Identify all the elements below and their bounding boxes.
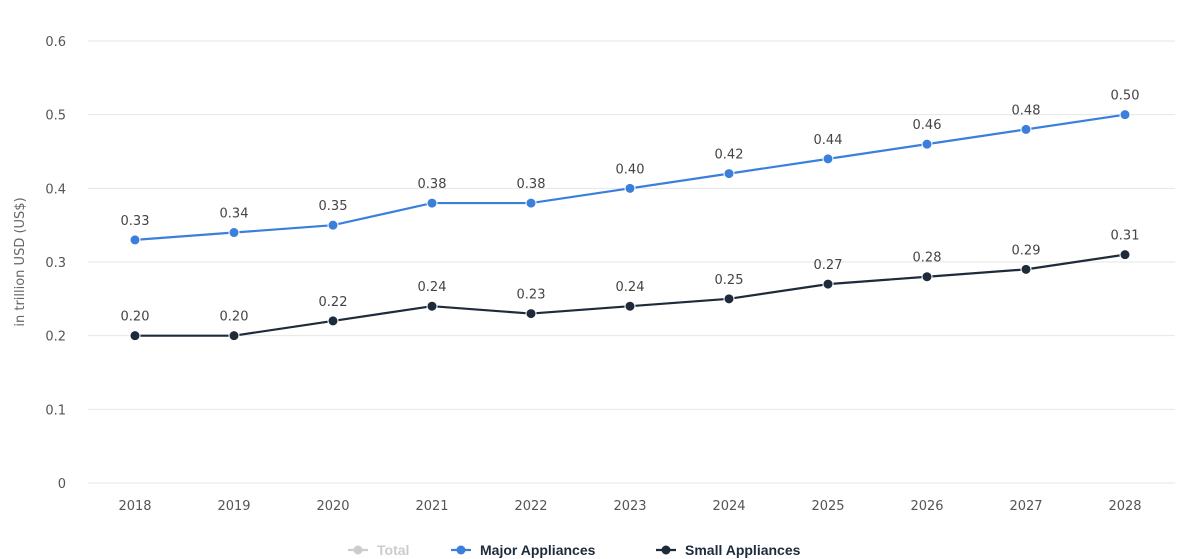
- x-tick-label: 2025: [811, 499, 844, 514]
- legend-item-total[interactable]: Total: [348, 542, 409, 558]
- y-tick-label: 0: [58, 477, 66, 492]
- x-tick-label: 2023: [613, 499, 646, 514]
- data-point[interactable]: [129, 330, 141, 342]
- y-tick-label: 0.1: [45, 403, 66, 418]
- x-tick-label: 2018: [118, 499, 151, 514]
- legend-item-small-appliances[interactable]: Small Appliances: [656, 542, 801, 558]
- legend-label: Total: [377, 542, 409, 558]
- data-point[interactable]: [1020, 123, 1032, 135]
- x-axis-ticks: 2018 2019 2020 2021 2022 2023 2024 2025 2026 2027…: [118, 499, 1141, 514]
- data-label: 0.48: [1012, 103, 1041, 118]
- data-label: 0.38: [517, 177, 546, 192]
- x-tick-label: 2026: [910, 499, 943, 514]
- data-point[interactable]: [129, 234, 141, 246]
- series-small-appliances: 0.20 0.20 0.22 0.24 0.23 0.24 0.25 0.27 0.28 0.29…: [121, 229, 1140, 342]
- data-point[interactable]: [426, 300, 438, 312]
- x-tick-label: 2021: [415, 499, 448, 514]
- data-label: 0.29: [1012, 243, 1041, 258]
- data-label: 0.34: [220, 207, 249, 222]
- data-label: 0.50: [1111, 89, 1140, 104]
- data-label: 0.31: [1111, 229, 1140, 244]
- data-point[interactable]: [228, 330, 240, 342]
- data-label: 0.33: [121, 214, 150, 229]
- y-tick-label: 0.2: [45, 330, 66, 345]
- data-point[interactable]: [1119, 109, 1131, 121]
- data-point[interactable]: [822, 153, 834, 165]
- data-label: 0.38: [418, 177, 447, 192]
- legend-item-major-appliances[interactable]: Major Appliances: [451, 542, 596, 558]
- data-point[interactable]: [327, 219, 339, 231]
- data-point[interactable]: [426, 197, 438, 209]
- data-label: 0.20: [121, 310, 150, 325]
- y-axis-ticks: 0 0.1 0.2 0.3 0.4 0.5 0.6: [45, 35, 66, 492]
- legend-label: Small Appliances: [685, 542, 801, 558]
- series-major-appliances: 0.33 0.34 0.35 0.38 0.38 0.40 0.42 0.44 0.46 0.48…: [121, 89, 1140, 246]
- y-axis-label: in trillion USD (US$): [13, 197, 28, 326]
- data-label: 0.46: [913, 118, 942, 133]
- data-label: 0.28: [913, 251, 942, 266]
- data-label: 0.35: [319, 199, 348, 214]
- x-tick-label: 2022: [514, 499, 547, 514]
- x-tick-label: 2028: [1108, 499, 1141, 514]
- data-label: 0.42: [715, 148, 744, 163]
- legend-label: Major Appliances: [480, 542, 596, 558]
- x-tick-label: 2024: [712, 499, 745, 514]
- data-point[interactable]: [525, 197, 537, 209]
- data-point[interactable]: [228, 227, 240, 239]
- data-point[interactable]: [723, 168, 735, 180]
- y-tick-label: 0.3: [45, 256, 66, 271]
- data-point[interactable]: [624, 182, 636, 194]
- x-tick-label: 2019: [217, 499, 250, 514]
- data-label: 0.40: [616, 162, 645, 177]
- data-label: 0.25: [715, 273, 744, 288]
- data-point[interactable]: [327, 315, 339, 327]
- data-label: 0.24: [616, 280, 645, 295]
- legend[interactable]: Total Major Appliances Small Appliances: [348, 542, 801, 558]
- legend-marker-icon: [661, 545, 671, 555]
- x-tick-label: 2027: [1009, 499, 1042, 514]
- data-point[interactable]: [921, 138, 933, 150]
- y-tick-label: 0.4: [45, 182, 66, 197]
- data-point[interactable]: [1119, 249, 1131, 261]
- data-point[interactable]: [525, 308, 537, 320]
- data-label: 0.20: [220, 310, 249, 325]
- y-tick-label: 0.6: [45, 35, 66, 50]
- data-label: 0.23: [517, 288, 546, 303]
- data-label: 0.24: [418, 280, 447, 295]
- data-label: 0.22: [319, 295, 348, 310]
- data-label: 0.44: [814, 133, 843, 148]
- data-point[interactable]: [921, 271, 933, 283]
- data-point[interactable]: [723, 293, 735, 305]
- data-label: 0.27: [814, 258, 843, 273]
- legend-marker-icon: [353, 545, 363, 555]
- x-tick-label: 2020: [316, 499, 349, 514]
- y-tick-label: 0.5: [45, 109, 66, 124]
- data-point[interactable]: [1020, 263, 1032, 275]
- data-point[interactable]: [822, 278, 834, 290]
- legend-marker-icon: [456, 545, 466, 555]
- data-point[interactable]: [624, 300, 636, 312]
- series-group: 0.33 0.34 0.35 0.38 0.38 0.40 0.42 0.44 0.46 0.48…: [121, 89, 1140, 342]
